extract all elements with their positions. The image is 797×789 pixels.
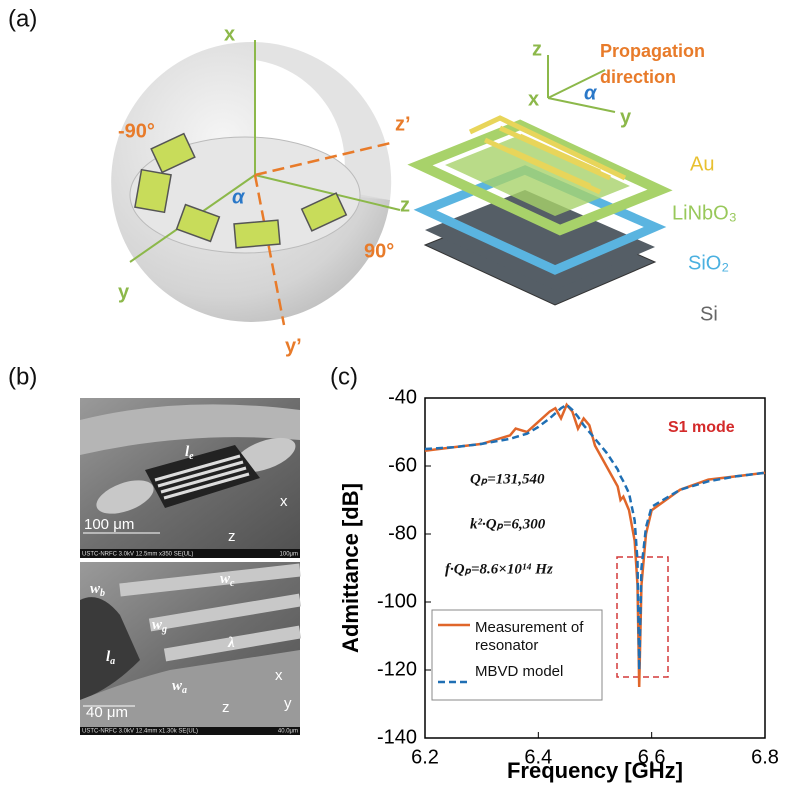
dimension-label: wc [220, 571, 235, 589]
dimension-label: λ [227, 635, 235, 651]
propagation-label: Propagation direction [600, 41, 706, 87]
annotation: S1 mode [668, 419, 735, 436]
sem-footer: 100μm [280, 552, 298, 558]
x-tick-label: 6.4 [524, 746, 552, 768]
axis-label: y [118, 281, 130, 303]
axis-label: z [532, 38, 542, 60]
y-tick-label: -60 [388, 454, 417, 476]
sem-bottom [80, 562, 302, 735]
layer-label: Au [690, 153, 714, 175]
axis-label: z [400, 194, 410, 216]
angle-label: α [232, 186, 246, 208]
layer-label: LiNbO₃ [672, 202, 737, 224]
sem-footer: 40.0μm [278, 729, 298, 735]
layer-stack [407, 115, 673, 306]
x-tick-label: 6.6 [638, 746, 666, 768]
annotation: k²·Qₚ=6,300 [470, 516, 546, 532]
sem-footer: USTC-NRFC 3.0kV 12.4mm x1.30k SE(UL) [82, 729, 198, 735]
angle-label: -90° [118, 120, 155, 142]
plot-frame [424, 397, 766, 739]
layer-label: SiO₂ [688, 252, 729, 274]
angle-label: 90° [364, 240, 394, 262]
y-tick-label: -40 [388, 386, 417, 408]
axis-label: x [280, 493, 288, 510]
panel-label: (b) [8, 363, 37, 390]
dimension-label: le [185, 444, 194, 462]
sem-footer: USTC-NRFC 3.0kV 12.5mm x350 SE(UL) [82, 552, 193, 558]
dimension-label: wa [172, 678, 187, 696]
legend-entry: Measurement of resonator [475, 619, 584, 654]
panel-label: (a) [8, 5, 37, 32]
axis-label: y [284, 695, 292, 712]
dimension-label: wb [90, 581, 105, 599]
legend: Measurement of resonator MBVD model [475, 619, 605, 681]
axis-label: y’ [285, 335, 302, 357]
axis-label: z’ [395, 113, 411, 135]
dimension-label: wg [152, 617, 167, 635]
annotation: Qₚ=131,540 [470, 471, 545, 487]
series-line [424, 403, 766, 671]
x-tick-label: 6.2 [411, 746, 439, 768]
layer-label: Si [700, 303, 718, 325]
angle-label: α [584, 82, 598, 104]
legend-entry: MBVD model [475, 663, 564, 680]
axis-label: y [620, 106, 632, 128]
hemisphere [111, 40, 401, 326]
y-tick-label: -80 [388, 522, 417, 544]
y-axis-label: Admittance [dB] [338, 483, 363, 653]
axis-label: x [224, 23, 235, 45]
scale-bar: 100 μm [84, 516, 134, 533]
axis-label: x [528, 88, 539, 110]
axis-label: z [222, 699, 230, 716]
sem-top [80, 398, 300, 558]
y-tick-label: -100 [377, 590, 417, 612]
axis-label: x [275, 667, 283, 684]
panel-label: (c) [330, 363, 358, 390]
y-tick-label: -120 [377, 658, 417, 680]
annotation: f·Qₚ=8.6×10¹⁴ Hz [445, 561, 553, 577]
x-tick-label: 6.8 [751, 746, 779, 768]
propagation-box: Propagation direction [600, 41, 706, 87]
x-axis-label: Frequency [GHz] [507, 758, 683, 783]
dimension-label: la [106, 649, 115, 667]
y-tick-label: -140 [377, 726, 417, 748]
axis-label: z [228, 528, 236, 545]
scale-bar: 40 μm [86, 704, 128, 721]
